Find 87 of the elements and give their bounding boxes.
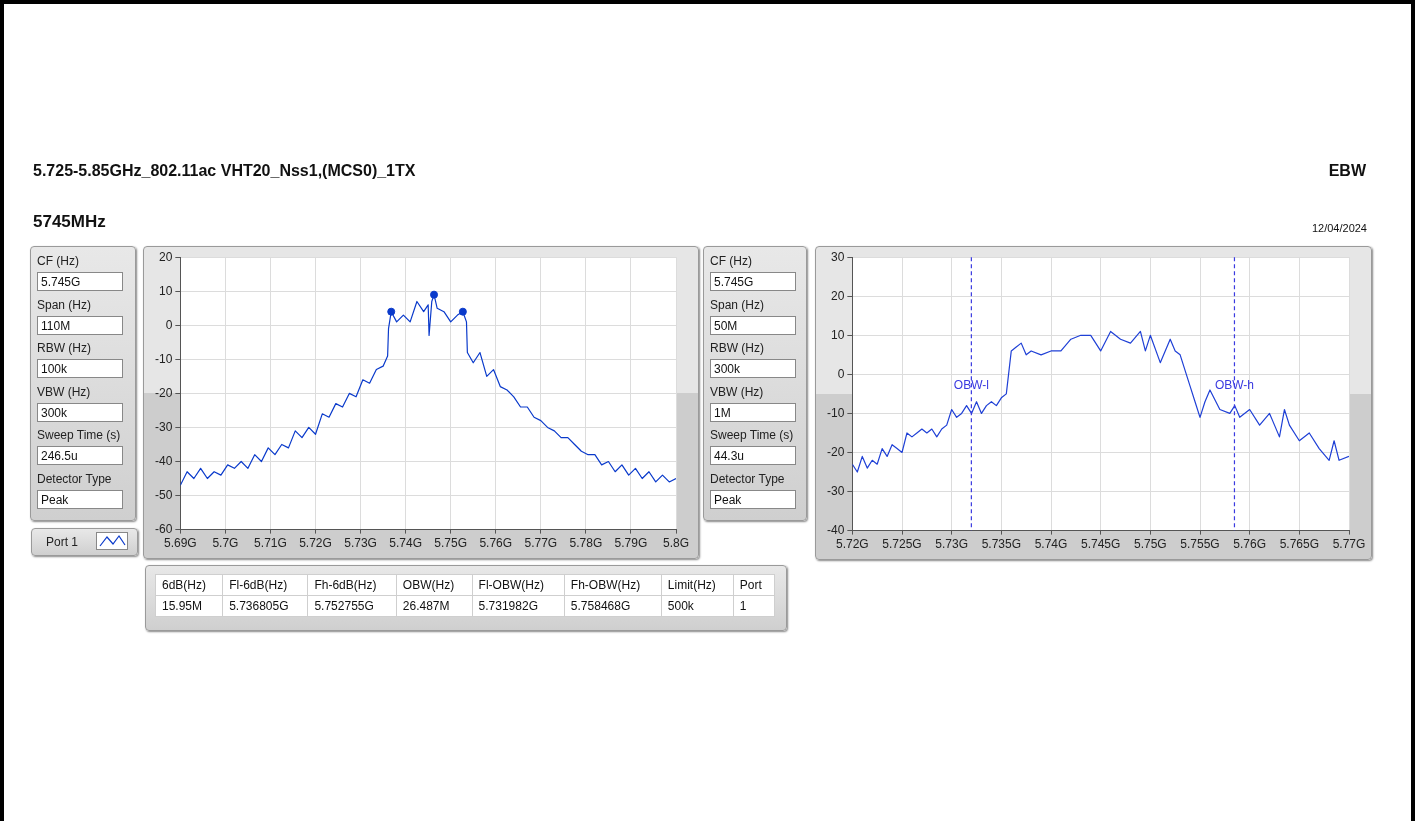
text: Peak — [37, 490, 123, 509]
x-tick-label: 5.72G — [835, 537, 869, 552]
text: 12/04/2024 — [1311, 222, 1367, 234]
text: 5.752755G — [307, 595, 397, 617]
text: 44.3u — [710, 446, 796, 466]
x-tick-label: 5.725G — [882, 537, 922, 552]
y-tick-label: 20 — [830, 288, 845, 303]
y-tick-label: -30 — [827, 483, 845, 498]
y-tick-label: -10 — [155, 351, 173, 366]
x-tick-label: 5.72G — [299, 536, 332, 551]
y-tick-label: 0 — [165, 317, 173, 332]
text: Fh-6dB(Hz) — [307, 574, 397, 596]
ref-line-label: OBW-l — [953, 378, 989, 393]
x-tick-label: 5.755G — [1180, 537, 1220, 552]
text: Sweep Time (s) — [710, 428, 794, 443]
text: 300k — [37, 402, 123, 422]
ref-line-label: OBW-h — [1214, 378, 1255, 393]
x-tick-label: 5.75G — [1133, 537, 1167, 552]
text: Fh-OBW(Hz) — [564, 574, 662, 596]
text: 5.745G — [710, 272, 796, 291]
text: 5.745G — [37, 272, 123, 291]
y-tick-label: -60 — [155, 521, 173, 536]
x-tick-label: 5.735G — [981, 537, 1022, 552]
x-tick-label: 5.74G — [389, 536, 422, 551]
text: Port — [733, 574, 775, 596]
x-tick-label: 5.74G — [1034, 537, 1068, 552]
text: 246.5u — [37, 446, 123, 466]
y-tick-label: 20 — [158, 249, 173, 264]
text: Fl-OBW(Hz) — [472, 574, 565, 596]
x-tick-label: 5.79G — [614, 536, 648, 551]
text: VBW (Hz) — [37, 384, 91, 399]
text: Peak — [710, 490, 796, 509]
text: Span (Hz) — [710, 297, 765, 312]
text: OBW(Hz) — [396, 574, 473, 596]
x-tick-label: 5.78G — [569, 536, 603, 551]
x-tick-label: 5.745G — [1080, 537, 1121, 552]
y-tick-label: -20 — [827, 444, 845, 459]
text: Fl-6dB(Hz) — [222, 574, 308, 596]
x-tick-label: 5.77G — [524, 536, 558, 551]
x-tick-label: 5.8G — [662, 536, 690, 551]
y-tick-label: -10 — [827, 405, 845, 420]
legend-label: Port 1 — [46, 535, 79, 549]
text: 300k — [710, 359, 796, 379]
y-tick-label: 30 — [830, 249, 845, 264]
y-tick-label: -40 — [827, 522, 845, 537]
text: CF (Hz) — [710, 254, 752, 268]
text: 100k — [37, 359, 123, 379]
x-tick-label: 5.76G — [479, 536, 513, 551]
text: 5.736805G — [222, 595, 308, 617]
text: 1M — [710, 402, 796, 422]
x-tick-label: 5.69G — [163, 536, 197, 551]
x-tick-label: 5.73G — [344, 536, 377, 551]
x-tick-label: 5.7G — [212, 536, 239, 551]
text: Sweep Time (s) — [37, 428, 121, 443]
text: Detector Type — [37, 472, 112, 486]
y-tick-label: 10 — [830, 327, 845, 342]
text: Detector Type — [710, 472, 785, 486]
y-tick-label: 0 — [837, 366, 845, 381]
text: 50M — [710, 315, 796, 335]
text: 5.731982G — [472, 595, 565, 617]
text: 5.758468G — [564, 595, 662, 617]
x-tick-label: 5.73G — [935, 537, 969, 552]
text: Limit(Hz) — [661, 574, 734, 596]
text: VBW (Hz) — [710, 384, 764, 399]
text: EBW — [1328, 162, 1366, 180]
x-tick-label: 5.76G — [1233, 537, 1267, 552]
text: 15.95M — [155, 595, 223, 617]
text: 110M — [37, 315, 123, 335]
text: 26.487M — [396, 595, 473, 617]
text: CF (Hz) — [37, 254, 79, 268]
text: 6dB(Hz) — [155, 574, 223, 596]
y-tick-label: 10 — [158, 283, 173, 298]
text: RBW (Hz) — [37, 341, 91, 356]
x-tick-label: 5.71G — [254, 536, 287, 551]
text: 5.725-5.85GHz_802.11ac VHT20_Nss1,(MCS0)_1TX — [33, 162, 416, 180]
y-tick-label: -30 — [155, 419, 173, 434]
x-tick-label: 5.77G — [1332, 537, 1366, 552]
text: RBW (Hz) — [710, 341, 764, 356]
text: 5745MHz — [33, 212, 106, 232]
text: 1 — [733, 595, 775, 617]
text: 500k — [661, 595, 734, 617]
y-tick-label: -40 — [155, 453, 173, 468]
text: Span (Hz) — [37, 297, 92, 312]
x-tick-label: 5.765G — [1279, 537, 1320, 552]
y-tick-label: -50 — [155, 487, 173, 502]
y-tick-label: -20 — [155, 385, 173, 400]
x-tick-label: 5.75G — [434, 536, 468, 551]
